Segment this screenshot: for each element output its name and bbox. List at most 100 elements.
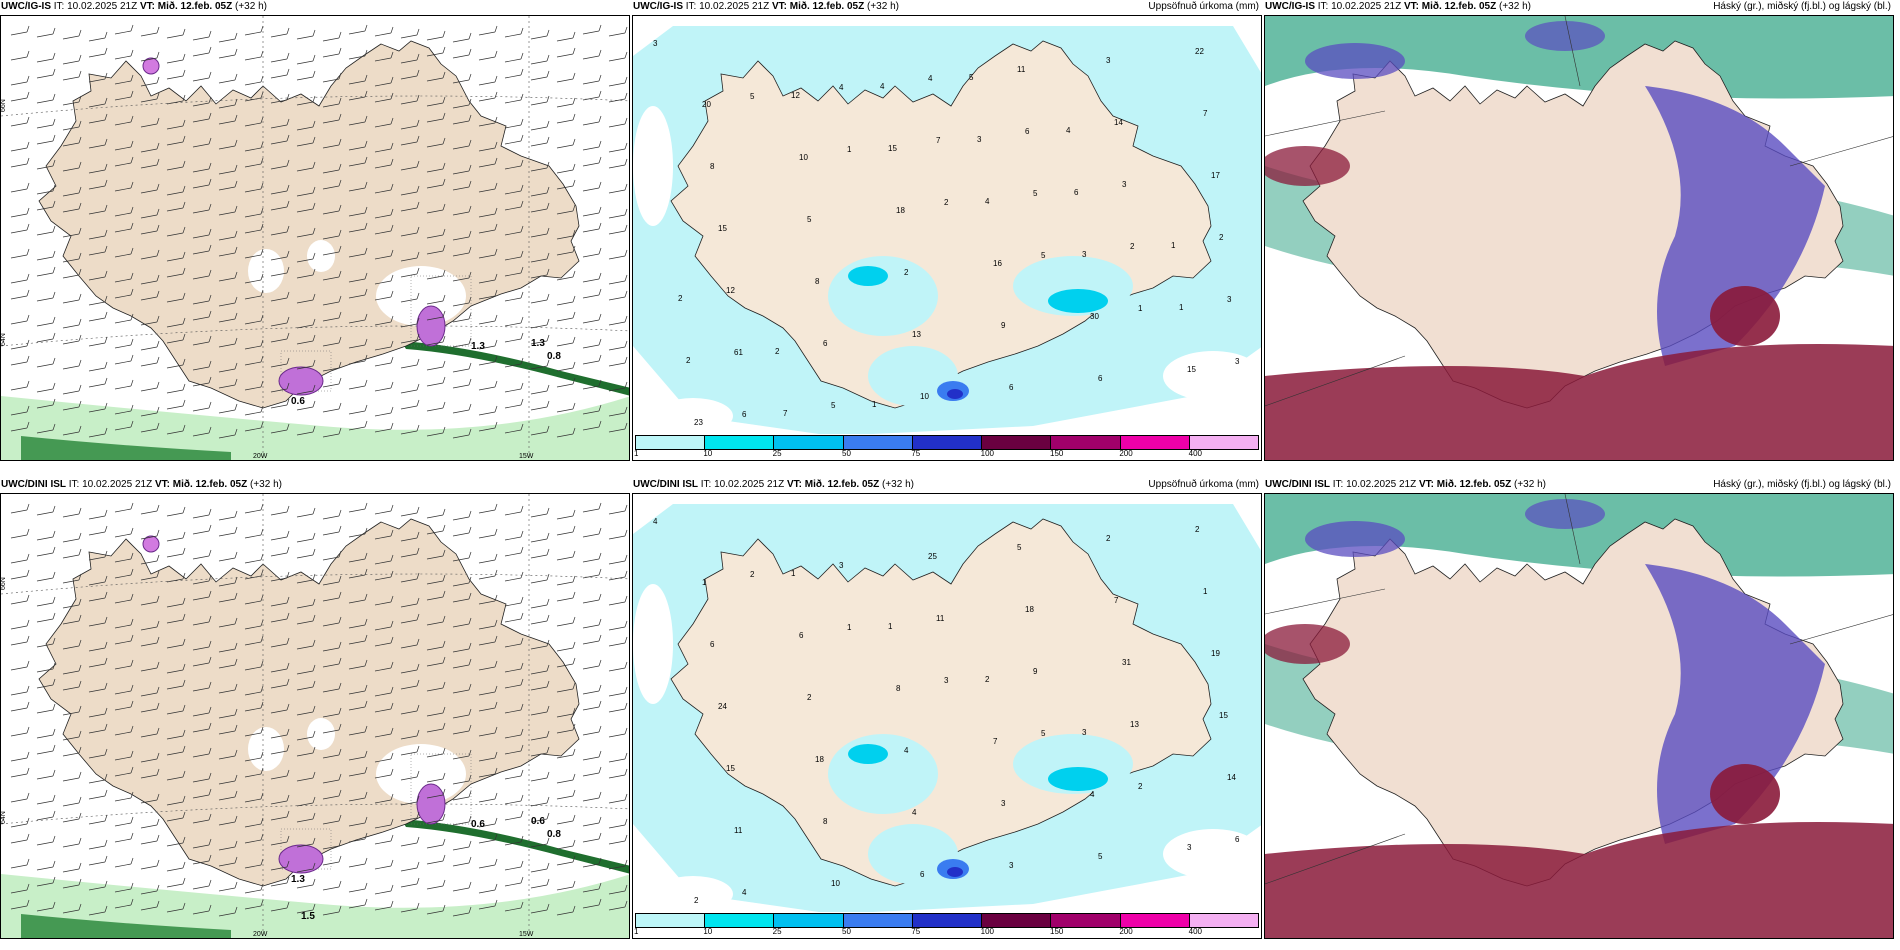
colorbar-tick-label: 10 bbox=[703, 449, 713, 458]
init-time-value: 10.02.2025 21Z bbox=[82, 479, 153, 490]
precip-value-label: 4 bbox=[985, 197, 990, 206]
precip-value-label: 15 bbox=[1219, 711, 1228, 720]
precip-blob bbox=[278, 844, 324, 874]
wind-map[interactable]: 20W 15W 66N 64N 0.8 0.6 1.3 0.6 1.5 bbox=[0, 493, 630, 939]
colorbar-tick-label: 1 bbox=[634, 449, 639, 458]
precip-value-label: 11 bbox=[1017, 65, 1026, 74]
precip-value-label: 6 bbox=[1235, 835, 1240, 844]
colorbar-tick-label: 200 bbox=[1119, 449, 1133, 458]
iceland-landmass bbox=[670, 518, 1212, 887]
precip-value-label: 10 bbox=[799, 153, 808, 162]
precip-core bbox=[848, 266, 888, 286]
lon-label-20w: 20W bbox=[253, 453, 268, 460]
precip-value-label: 2 bbox=[1219, 233, 1224, 242]
precip-value-label: 2 bbox=[1138, 782, 1143, 791]
precip-value-label: 5 bbox=[1041, 251, 1046, 260]
colorbar-swatch bbox=[1189, 914, 1258, 927]
precip-map[interactable]: 3 5 1 2 5 1 3 6 4 7 5 2 3 61 5 4 6 3 2 12 6 10 11 14 17 15 8 13 6 3 7 8… bbox=[632, 15, 1262, 461]
init-time-label: IT: bbox=[685, 1, 697, 12]
precip-value-label: 61 bbox=[734, 348, 743, 357]
panel-title: Háský (gr.), miðský (fj.bl.) og lágský (… bbox=[1713, 1, 1891, 12]
precip-value-label: 15 bbox=[1187, 365, 1196, 374]
precip-value-label: 1 bbox=[1179, 303, 1184, 312]
precip-blob bbox=[416, 783, 446, 825]
colorbar-swatch bbox=[636, 914, 706, 927]
precip-value-label: 3 bbox=[1001, 799, 1006, 808]
precip-value-label: 2 bbox=[1130, 242, 1135, 251]
precip-map[interactable]: 4 2 1 3 5 2 6 4 3 11 9 13 14 11 10 25 18 31 15 15 8 6 5 7 19 24 18… bbox=[632, 493, 1262, 939]
precip-value-label: 4 bbox=[839, 83, 844, 92]
precip-value-label: 6 bbox=[1098, 374, 1103, 383]
precip-shade-heavy bbox=[21, 436, 231, 460]
latlon-grid bbox=[1, 494, 629, 938]
precip-value-label: 4 bbox=[1066, 126, 1071, 135]
colorbar-tick-label: 75 bbox=[911, 927, 921, 936]
precip-colorbar: 1 10 25 50 75 100 150 200 400 bbox=[633, 434, 1261, 460]
precip-value-label: 2 bbox=[750, 570, 755, 579]
precip-value-label: 7 bbox=[993, 737, 998, 746]
panel-cloud-top: UWC/IG-IS IT: 10.02.2025 21Z VT: Mið. 12… bbox=[1264, 0, 1894, 461]
wind-map[interactable]: 20W 15W 66N 64N 0.8 1.3 0.6 1.3 bbox=[0, 15, 630, 461]
panel-header: UWC/DINI ISL IT: 10.02.2025 21Z VT: Mið.… bbox=[1, 478, 629, 492]
colorbar-tick-label: 100 bbox=[980, 449, 995, 458]
precip-map-svg: 4213526431191314111025183115158657192418… bbox=[633, 494, 1261, 938]
precip-value-label: 1 bbox=[888, 622, 893, 631]
precip-value-label: 6 bbox=[1074, 188, 1079, 197]
precip-value-label: 7 bbox=[936, 136, 941, 145]
precip-shade bbox=[1, 396, 629, 460]
colorbar-swatch bbox=[774, 914, 844, 927]
lon-label-15w: 15W bbox=[519, 453, 534, 460]
colorbar-tick-label: 400 bbox=[1188, 449, 1203, 458]
init-time-value: 10.02.2025 21Z bbox=[699, 1, 770, 12]
init-time-value: 10.02.2025 21Z bbox=[67, 1, 138, 12]
precip-value-label: 20 bbox=[702, 100, 711, 109]
lon-label-15w: 15W bbox=[519, 931, 534, 938]
colorbar-swatch bbox=[774, 436, 844, 449]
precip-value-label: 15 bbox=[726, 764, 735, 773]
precip-value-label: 5 bbox=[969, 73, 974, 82]
precip-value-label: 1 bbox=[1171, 241, 1176, 250]
lat-label-64n: 64N bbox=[1, 811, 7, 824]
precip-value-label: 4 bbox=[1090, 790, 1095, 799]
precip-value-label: 18 bbox=[896, 206, 905, 215]
precip-value-label: 6 bbox=[799, 631, 804, 640]
precip-value-label: 15 bbox=[888, 144, 897, 153]
precip-value-label: 8 bbox=[815, 277, 820, 286]
colorbar-swatch bbox=[705, 914, 775, 927]
precip-value-label: 1 bbox=[847, 145, 852, 154]
precip-value-label: 2 bbox=[944, 198, 949, 207]
precip-value-label: 4 bbox=[912, 808, 917, 817]
precip-value-label: 10 bbox=[831, 879, 840, 888]
model-name: UWC/IG-IS bbox=[1265, 1, 1315, 12]
colorbar-swatch bbox=[982, 914, 1052, 927]
colorbar-ticks: 1 10 25 50 75 100 150 200 400 bbox=[634, 927, 1259, 937]
valid-time: VT: Mið. 12.feb. 05Z bbox=[1418, 479, 1512, 490]
panel-precip-top: UWC/IG-IS IT: 10.02.2025 21Z VT: Mið. 12… bbox=[632, 0, 1262, 461]
precip-value-label: 11 bbox=[734, 826, 743, 835]
colorbar-tick-label: 25 bbox=[772, 927, 782, 936]
precip-value-label: 5 bbox=[1033, 189, 1038, 198]
iceland-landmass bbox=[670, 40, 1212, 409]
precip-value-label: 7 bbox=[783, 409, 788, 418]
precip-value-label: 6 bbox=[823, 339, 828, 348]
panel-title: Uppsöfnuð úrkoma (mm) bbox=[1148, 479, 1259, 490]
init-time-label: IT: bbox=[1332, 479, 1344, 490]
precip-value-label: 2 bbox=[686, 356, 691, 365]
precip-value-label: 5 bbox=[807, 215, 812, 224]
cloud-map[interactable] bbox=[1264, 493, 1894, 939]
latlon-grid bbox=[1265, 494, 1893, 885]
mid-cloud bbox=[1645, 86, 1825, 366]
cloud-map[interactable] bbox=[1264, 15, 1894, 461]
precip-value-label: 5 bbox=[750, 92, 755, 101]
precip-value-label: 6 bbox=[1025, 127, 1030, 136]
precip-value-label: 2 bbox=[775, 347, 780, 356]
init-time-value: 10.02.2025 21Z bbox=[1331, 1, 1402, 12]
precip-colorbar: 1 10 25 50 75 100 150 200 400 bbox=[633, 912, 1261, 938]
colorbar-tick-label: 50 bbox=[842, 927, 851, 936]
precip-band bbox=[401, 341, 629, 396]
precip-value-label: 12 bbox=[726, 286, 735, 295]
lead-time: (+32 h) bbox=[250, 479, 282, 490]
precip-value-label: 10 bbox=[920, 392, 929, 401]
precip-value-label: 2 bbox=[904, 268, 909, 277]
